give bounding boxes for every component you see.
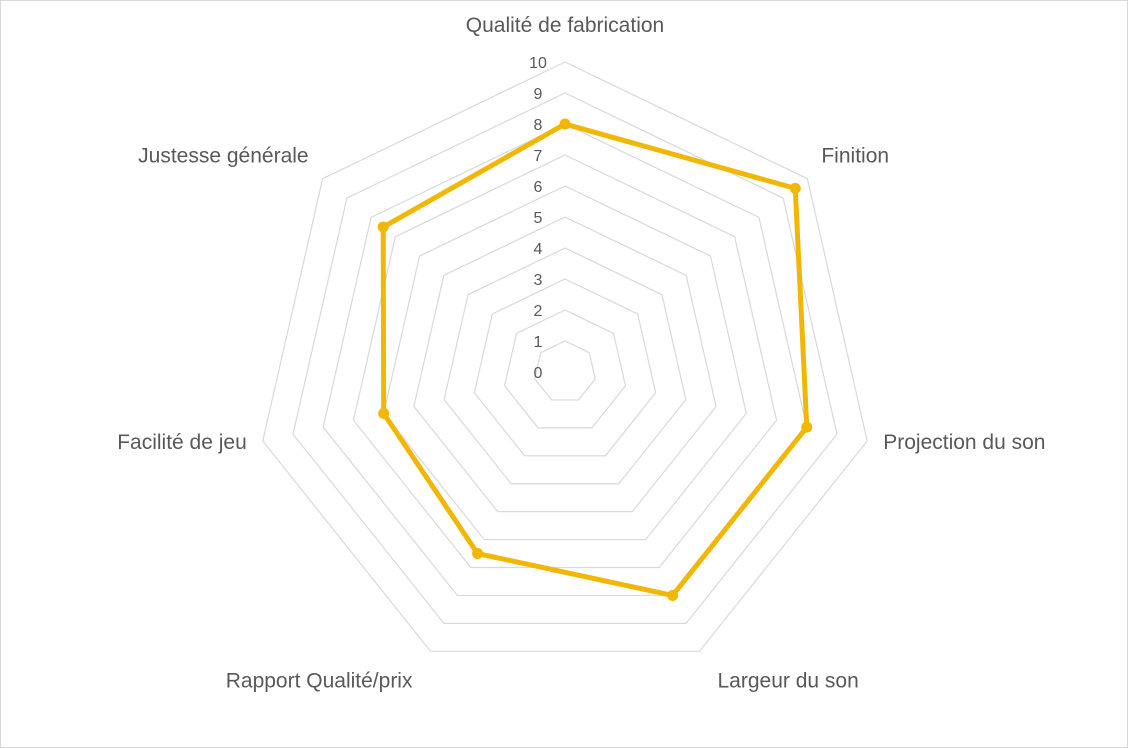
tick-label: 7 bbox=[534, 148, 543, 165]
grid-ring-5 bbox=[413, 216, 717, 513]
data-point bbox=[789, 182, 801, 194]
grid-ring-2 bbox=[503, 309, 627, 429]
axis-label: Justesse générale bbox=[138, 145, 308, 168]
tick-label: 10 bbox=[529, 55, 547, 72]
data-point bbox=[378, 407, 390, 419]
axis-label: Finition bbox=[821, 145, 889, 168]
grid-ring-6 bbox=[383, 185, 747, 541]
data-point bbox=[667, 589, 679, 601]
tick-label: 1 bbox=[534, 334, 543, 351]
data-point bbox=[377, 221, 389, 233]
grid-ring-10 bbox=[262, 61, 868, 652]
data-point bbox=[472, 548, 484, 560]
tick-label: 9 bbox=[534, 86, 543, 103]
tick-label: 5 bbox=[534, 210, 543, 227]
grid-ring-1 bbox=[534, 340, 596, 401]
tick-label: 8 bbox=[534, 117, 543, 134]
tick-label: 4 bbox=[534, 241, 543, 258]
tick-label: 2 bbox=[534, 303, 543, 320]
grid-ring-4 bbox=[443, 247, 687, 485]
tick-label: 3 bbox=[534, 272, 543, 289]
tick-label: 6 bbox=[534, 179, 543, 196]
axis-labels: Qualité de fabrication Finition Projection… bbox=[117, 14, 1045, 692]
axis-label: Facilité de jeu bbox=[117, 431, 247, 454]
axis-label: Qualité de fabrication bbox=[466, 14, 664, 37]
data-point bbox=[559, 118, 571, 130]
axis-label: Rapport Qualité/prix bbox=[226, 669, 413, 692]
grid-ring-8 bbox=[322, 123, 808, 597]
grid-ring-9 bbox=[292, 92, 838, 624]
series-group bbox=[377, 118, 813, 601]
tick-label: 0 bbox=[534, 365, 543, 382]
grid-ring-7 bbox=[352, 154, 778, 569]
axis-label: Projection du son bbox=[883, 431, 1045, 454]
radial-tick-labels: 0 1 2 3 4 5 6 7 8 9 10 bbox=[529, 55, 547, 382]
series-line bbox=[380, 121, 810, 598]
axis-label: Largeur du son bbox=[718, 669, 859, 692]
data-point bbox=[801, 421, 813, 433]
radar-grid bbox=[262, 61, 868, 652]
grid-ring-3 bbox=[473, 278, 657, 457]
